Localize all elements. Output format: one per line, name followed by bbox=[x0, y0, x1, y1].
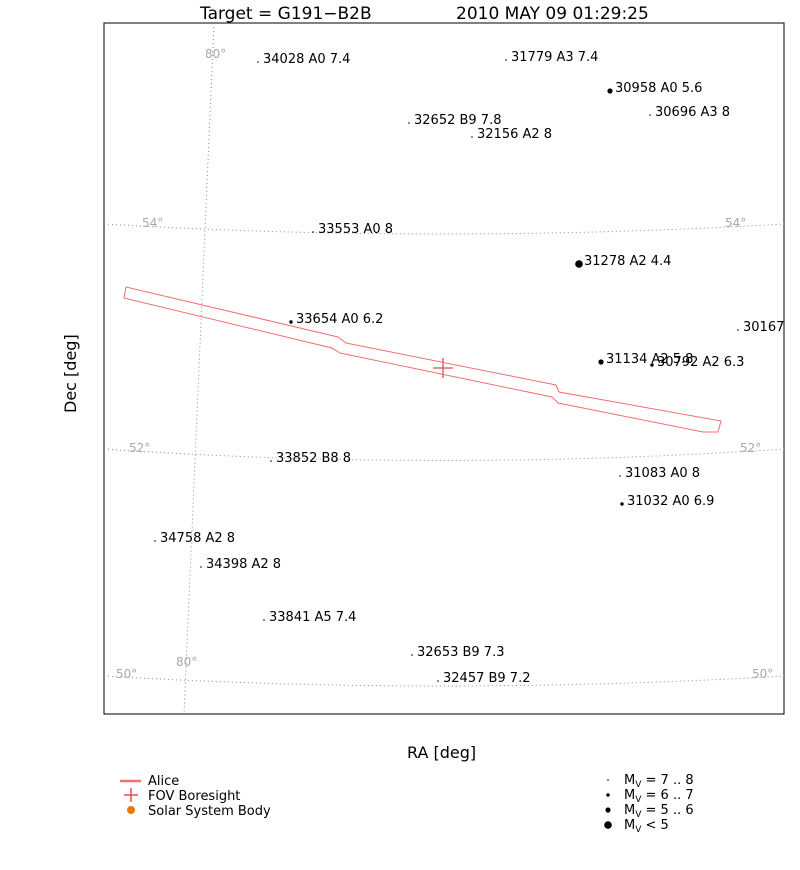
star-marker bbox=[598, 359, 604, 365]
star-marker bbox=[411, 654, 413, 656]
star-marker bbox=[575, 260, 583, 268]
mag-legend-marker bbox=[605, 807, 611, 813]
star-label: 31278 A2 4.4 bbox=[584, 254, 671, 269]
star-marker bbox=[505, 59, 507, 61]
star-label: 30167 bbox=[743, 320, 784, 335]
ra-grid-label: 80° bbox=[176, 655, 197, 669]
star-marker bbox=[737, 329, 739, 331]
dec-grid-line-1 bbox=[103, 448, 785, 461]
ra-grid-line bbox=[183, 22, 215, 715]
legend-alice-label: Alice bbox=[148, 774, 179, 789]
star-label: 34758 A2 8 bbox=[160, 531, 235, 546]
star-marker bbox=[154, 540, 156, 542]
mag-legend-label: MV = 7 .. 8 bbox=[624, 773, 694, 790]
star-label: 32653 B9 7.3 bbox=[417, 645, 504, 660]
star-label: 30958 A0 5.6 bbox=[615, 81, 702, 96]
star-label: 31134 A2 5.8 bbox=[606, 352, 693, 367]
mag-legend-marker bbox=[606, 793, 610, 797]
legend-magnitudes: MV = 7 .. 8MV = 6 .. 7MV = 5 .. 6MV < 5 bbox=[604, 773, 694, 835]
dec-grid-label: 54° bbox=[725, 216, 746, 230]
star-marker bbox=[619, 475, 621, 477]
fov-boresight-marker bbox=[433, 358, 453, 378]
legend-left: Alice FOV Boresight Solar System Body bbox=[120, 774, 271, 819]
star-label: 33852 B8 8 bbox=[276, 451, 351, 466]
star-label: 34028 A0 7.4 bbox=[263, 52, 350, 67]
alice-slit-outline bbox=[123, 286, 722, 433]
mag-legend-label: MV = 5 .. 6 bbox=[624, 803, 694, 820]
dec-grid-label: 52° bbox=[740, 441, 761, 455]
star-marker bbox=[200, 566, 202, 568]
star-label: 33553 A0 8 bbox=[318, 222, 393, 237]
legend-boresight-label: FOV Boresight bbox=[148, 789, 240, 804]
plot-frame bbox=[103, 22, 785, 715]
star-label: 31083 A0 8 bbox=[625, 466, 700, 481]
star-marker bbox=[607, 88, 613, 94]
star-marker bbox=[312, 231, 314, 233]
dec-grid-label: 54° bbox=[142, 216, 163, 230]
star-marker bbox=[620, 502, 624, 506]
star-label: 32457 B9 7.2 bbox=[443, 671, 530, 686]
star-label: 30792 A2 6.3 bbox=[657, 355, 744, 370]
stars: 34028 A0 7.4 31779 A3 7.4 30958 A0 5.6 3069… bbox=[154, 50, 784, 686]
star-marker bbox=[650, 363, 654, 367]
star-label: 31779 A3 7.4 bbox=[511, 50, 598, 65]
solar-body-legend-icon bbox=[127, 806, 135, 814]
y-axis-title: Dec [deg] bbox=[61, 334, 80, 413]
star-label: 34398 A2 8 bbox=[206, 557, 281, 572]
star-marker bbox=[263, 619, 265, 621]
star-label: 33841 A5 7.4 bbox=[269, 610, 356, 625]
star-label: 32156 A2 8 bbox=[477, 127, 552, 142]
grid-labels: 80° 80° 54° 54° 52° 52° 50° 50° bbox=[116, 47, 773, 681]
x-axis-title: RA [deg] bbox=[407, 743, 476, 762]
dec-grid-label: 50° bbox=[752, 667, 773, 681]
star-label: 31032 A0 6.9 bbox=[627, 494, 714, 509]
star-label: 33654 A0 6.2 bbox=[296, 312, 383, 327]
star-marker bbox=[471, 136, 473, 138]
legend-solar-label: Solar System Body bbox=[148, 804, 271, 819]
star-marker bbox=[649, 114, 651, 116]
star-marker bbox=[257, 61, 259, 63]
star-marker bbox=[270, 460, 272, 462]
star-label: 30696 A3 8 bbox=[655, 105, 730, 120]
dec-grid-line-0 bbox=[103, 223, 785, 235]
alice-slit bbox=[123, 286, 722, 433]
star-marker bbox=[289, 320, 293, 324]
chart-title-target: Target = G191−B2B bbox=[199, 4, 372, 24]
mag-legend-label: MV < 5 bbox=[624, 818, 669, 835]
mag-legend-marker bbox=[607, 779, 609, 781]
star-label: 32652 B9 7.8 bbox=[414, 113, 501, 128]
dec-grid-label: 52° bbox=[129, 441, 150, 455]
coordinate-grid bbox=[103, 22, 785, 715]
star-marker bbox=[408, 122, 410, 124]
mag-legend-label: MV = 6 .. 7 bbox=[624, 788, 694, 805]
dec-grid-label: 50° bbox=[116, 667, 137, 681]
star-marker bbox=[437, 680, 439, 682]
ra-grid-label: 80° bbox=[205, 47, 226, 61]
chart-title-datetime: 2010 MAY 09 01:29:25 bbox=[456, 4, 649, 24]
mag-legend-marker bbox=[604, 821, 612, 829]
